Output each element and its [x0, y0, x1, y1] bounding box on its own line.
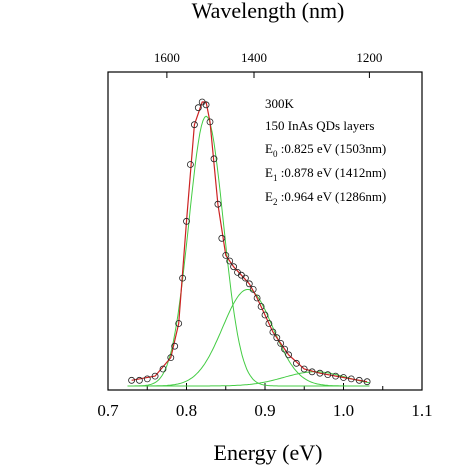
- data-point: [179, 274, 187, 282]
- data-point: [363, 378, 371, 386]
- data-markers: [128, 98, 371, 386]
- data-point: [273, 334, 281, 342]
- annotation-temperature: 300K: [265, 96, 295, 111]
- data-point: [300, 365, 308, 373]
- data-point: [214, 200, 222, 208]
- data-point: [245, 280, 253, 288]
- annotation-block: 300K 150 InAs QDs layers E0 :0.825 eV (1…: [265, 96, 386, 207]
- axis-ticks: 0.7 0.8 0.9 1.0 1.1 1600 1400 1200: [97, 50, 432, 420]
- data-point: [151, 372, 159, 380]
- data-point: [249, 285, 257, 293]
- data-point: [347, 375, 355, 383]
- data-point: [308, 368, 316, 376]
- fit-total-curve: [131, 101, 368, 383]
- data-point: [210, 155, 218, 163]
- data-point: [253, 294, 261, 302]
- data-point: [269, 328, 277, 336]
- top-tick-label: 1400: [241, 50, 267, 65]
- data-point: [277, 339, 285, 347]
- bottom-axis-title: Energy (eV): [214, 440, 323, 465]
- plot-curves: [127, 101, 370, 387]
- data-point: [186, 161, 194, 168]
- top-tick-label: 1600: [154, 50, 180, 65]
- data-point: [226, 257, 234, 265]
- annotation-e1: E1 :0.878 eV (1412nm): [265, 165, 386, 183]
- data-point: [316, 369, 324, 377]
- data-point: [143, 375, 151, 383]
- data-point: [218, 234, 226, 242]
- data-point: [241, 274, 249, 282]
- top-axis-title: Wavelength (nm): [192, 0, 345, 23]
- fit-component-curve: [127, 371, 370, 387]
- fit-component-curve: [127, 289, 370, 387]
- data-point: [135, 376, 143, 384]
- data-point: [281, 345, 289, 353]
- data-point: [206, 118, 214, 126]
- annotation-e2: E2 :0.964 eV (1286nm): [265, 189, 386, 207]
- data-point: [230, 263, 238, 271]
- data-point: [355, 376, 363, 384]
- data-point: [171, 342, 179, 350]
- data-point: [257, 303, 265, 310]
- data-point: [261, 311, 269, 319]
- data-point: [332, 372, 340, 380]
- data-point: [324, 371, 332, 379]
- data-point: [128, 376, 136, 384]
- annotation-e0: E0 :0.825 eV (1503nm): [265, 141, 386, 159]
- data-point: [265, 320, 273, 327]
- x-tick-label: 0.9: [254, 401, 275, 420]
- data-point: [202, 101, 210, 109]
- data-point: [183, 217, 190, 225]
- fit-component-curve: [127, 115, 370, 387]
- x-tick-label: 1.1: [411, 401, 432, 420]
- data-point: [292, 359, 300, 367]
- x-tick-label: 0.8: [176, 401, 197, 420]
- plot-frame: [107, 71, 423, 391]
- data-point: [167, 354, 175, 362]
- x-tick-label: 0.7: [97, 401, 119, 420]
- data-point: [222, 251, 230, 259]
- data-point: [285, 351, 293, 359]
- data-point: [190, 121, 198, 129]
- data-point: [159, 365, 167, 373]
- x-tick-label: 1.0: [333, 401, 354, 420]
- top-tick-label: 1200: [356, 50, 382, 65]
- annotation-sample: 150 InAs QDs layers: [265, 118, 374, 133]
- data-point: [194, 104, 202, 112]
- data-point: [340, 374, 347, 381]
- data-point: [175, 320, 183, 327]
